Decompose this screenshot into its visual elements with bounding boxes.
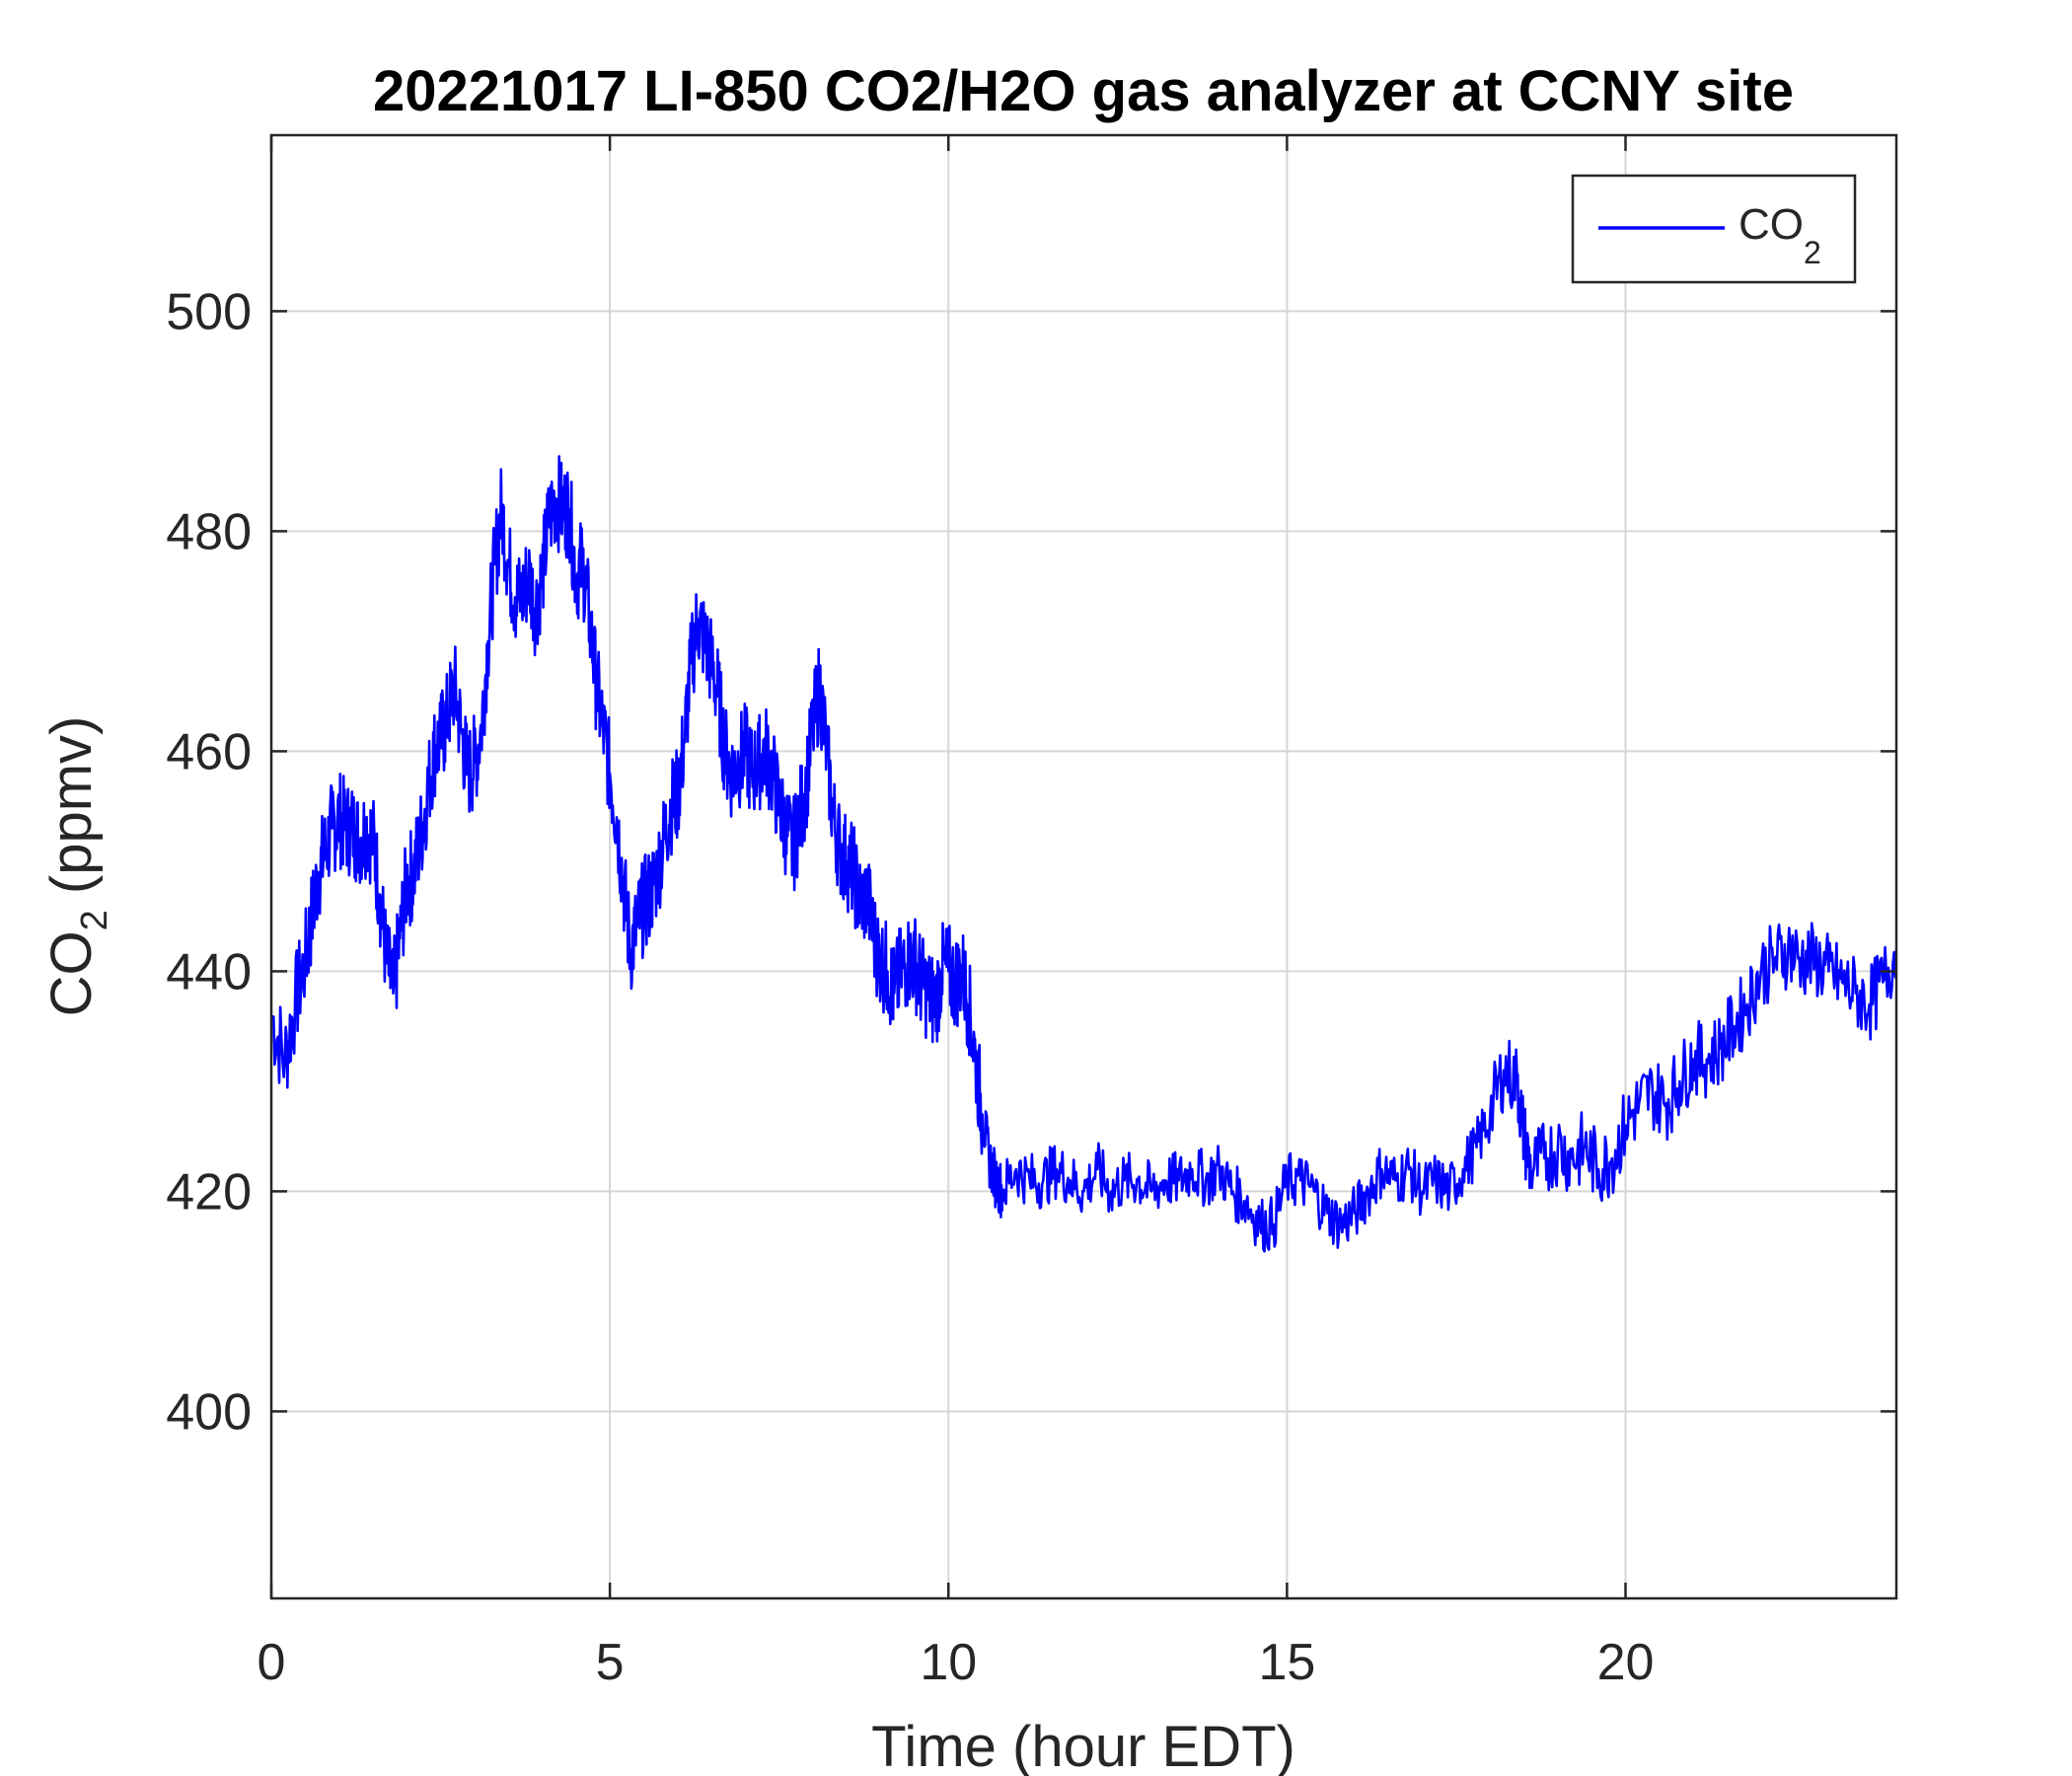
legend-entry-main: CO — [1739, 200, 1804, 249]
grid-lines — [270, 135, 1896, 1598]
y-tick-label: 480 — [166, 503, 252, 560]
legend-entry-subscript: 2 — [1804, 235, 1821, 270]
series-line-co2 — [271, 455, 1896, 1253]
series-layer — [271, 455, 1896, 1253]
x-axis-label: Time (hour EDT) — [871, 1715, 1295, 1776]
plot-axes-box — [269, 133, 1898, 1600]
y-tick-label: 400 — [166, 1383, 252, 1441]
y-axis-label-subscript: 2 — [74, 910, 115, 930]
y-tick-label: 440 — [166, 943, 252, 1000]
x-tick-label: 0 — [258, 1634, 286, 1691]
y-tick-label: 460 — [166, 723, 252, 780]
chart-title: 20221017 LI-850 CO2/H2O gas analyzer at … — [373, 59, 1794, 123]
legend: CO2 — [1571, 174, 1857, 284]
tick-marks — [269, 135, 1896, 1598]
legend-entry-label: CO2 — [1739, 200, 1821, 270]
y-tick-label: 500 — [166, 283, 252, 340]
x-tick-label: 5 — [596, 1634, 625, 1691]
x-tick-label: 15 — [1258, 1634, 1315, 1691]
y-axis-label-suffix: (ppmv) — [39, 716, 104, 911]
x-tick-labels: 0 5 10 15 20 — [258, 1634, 1655, 1691]
plot-background — [271, 135, 1896, 1598]
x-tick-label: 10 — [920, 1634, 977, 1691]
y-axis-label-main: CO — [39, 930, 104, 1016]
x-tick-label: 20 — [1597, 1634, 1655, 1691]
y-tick-labels: 400 420 440 460 480 500 — [166, 283, 252, 1441]
y-tick-label: 420 — [166, 1163, 252, 1221]
y-axis-label: CO2 (ppmv) — [39, 716, 115, 1017]
